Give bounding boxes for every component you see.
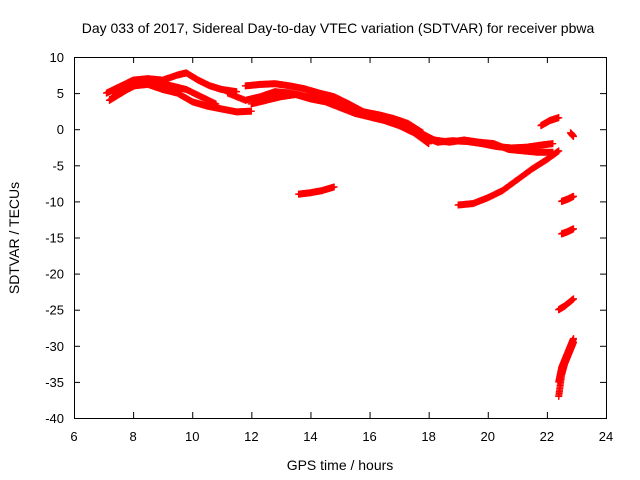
y-tick-label: -15	[45, 231, 64, 246]
x-tick-label: 10	[185, 429, 199, 444]
series-arc-7	[327, 93, 557, 156]
data-point	[555, 147, 563, 155]
data-point	[569, 225, 577, 233]
series-arc-14	[555, 295, 577, 314]
y-tick-label: -20	[45, 267, 64, 282]
plot-frame	[74, 57, 607, 419]
y-tick-label: -35	[45, 375, 64, 390]
y-axis-ticks: 10 5 0 -5 -10 -15 -20 -25 -30 -35 -40	[45, 50, 606, 426]
data-point	[569, 132, 577, 140]
series-arc-3	[108, 78, 220, 108]
x-tick-label: 24	[599, 429, 613, 444]
data-point	[569, 192, 577, 200]
data-point	[569, 295, 577, 303]
data-point	[555, 114, 563, 122]
x-tick-label: 14	[303, 429, 317, 444]
x-tick-label: 16	[362, 429, 376, 444]
data-series	[103, 69, 577, 400]
data-point	[424, 139, 432, 147]
series-arc-13	[558, 225, 577, 238]
y-tick-label: 5	[57, 86, 64, 101]
data-point	[330, 183, 338, 191]
x-axis-label: GPS time / hours	[287, 457, 394, 473]
y-tick-label: -10	[45, 194, 64, 209]
data-point	[569, 335, 577, 343]
data-point	[425, 140, 433, 148]
data-point	[212, 100, 220, 108]
y-tick-label: 10	[50, 50, 64, 65]
data-point	[247, 107, 255, 115]
y-tick-label: 0	[57, 122, 64, 137]
data-point	[549, 140, 557, 148]
x-tick-label: 8	[129, 429, 136, 444]
series-arc-10	[537, 114, 563, 130]
series-arc-9	[454, 147, 563, 209]
y-tick-label: -30	[45, 339, 64, 354]
y-tick-label: -40	[45, 411, 64, 426]
y-axis-label: SDTVAR / TECUs	[6, 182, 22, 294]
y-tick-label: -5	[52, 158, 64, 173]
x-tick-label: 20	[481, 429, 495, 444]
x-axis-ticks: 6 8 10 12 14 16 18 20 22 24	[70, 57, 613, 444]
series-arc-16	[555, 335, 577, 386]
y-tick-label: -25	[45, 303, 64, 318]
x-tick-label: 12	[244, 429, 258, 444]
chart-title: Day 033 of 2017, Sidereal Day-to-day VTE…	[82, 20, 595, 36]
series-arc-8	[295, 183, 338, 198]
series-arc-11	[567, 129, 577, 140]
x-tick-label: 22	[540, 429, 554, 444]
series-arc-12	[558, 192, 577, 205]
x-tick-label: 6	[70, 429, 77, 444]
x-tick-label: 18	[421, 429, 435, 444]
